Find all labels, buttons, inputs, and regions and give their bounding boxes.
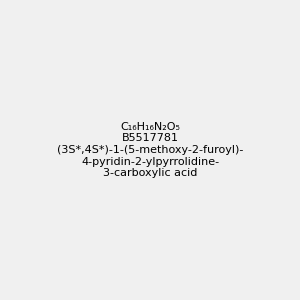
Text: C₁₆H₁₆N₂O₅
B5517781
(3S*,4S*)-1-(5-methoxy-2-furoyl)-
4-pyridin-2-ylpyrrolidine-: C₁₆H₁₆N₂O₅ B5517781 (3S*,4S*)-1-(5-metho… [57,122,243,178]
